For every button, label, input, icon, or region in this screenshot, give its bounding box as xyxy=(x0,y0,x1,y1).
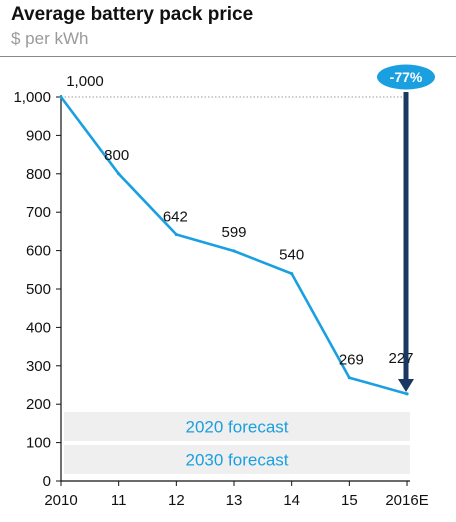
y-tick-label: 300 xyxy=(26,358,51,375)
data-point xyxy=(347,376,351,380)
y-tick-label: 900 xyxy=(26,127,51,144)
forecast-band xyxy=(64,445,410,474)
price-series xyxy=(59,95,409,396)
y-tick-label: 1,000 xyxy=(13,89,51,106)
y-tick-label: 700 xyxy=(26,204,51,221)
forecast-bands: 2020 forecast 2030 forecast xyxy=(64,412,410,474)
change-badge xyxy=(377,64,435,90)
title-divider xyxy=(0,56,456,57)
arrow-head xyxy=(398,379,414,392)
data-label: 540 xyxy=(279,247,304,264)
data-label: 227 xyxy=(389,350,414,367)
y-tick-label: 400 xyxy=(26,319,51,336)
forecast-band-label: 2020 forecast xyxy=(185,418,288,437)
x-tick-label: 12 xyxy=(168,492,185,509)
x-tick-label: 11 xyxy=(111,492,127,509)
x-tick-label: 15 xyxy=(341,492,358,509)
change-badge-label: -77% xyxy=(390,69,423,85)
data-point xyxy=(290,272,294,276)
y-tick-label: 500 xyxy=(26,281,51,298)
chart-axes: 0 100 200 300 400 500 600 700 800 900 1,000 2010 11 1… xyxy=(13,89,428,509)
data-point xyxy=(174,232,178,237)
data-labels: 1,000 800 642 599 540 269 227 xyxy=(66,73,413,369)
data-point xyxy=(59,95,63,99)
data-label: 1,000 xyxy=(66,73,104,90)
y-tick-label: 100 xyxy=(26,435,51,452)
y-tick-label: 600 xyxy=(26,243,51,260)
data-point xyxy=(232,249,236,253)
forecast-band-label: 2030 forecast xyxy=(185,451,288,470)
data-point xyxy=(117,172,121,176)
chart-subtitle: $ per kWh xyxy=(11,29,89,48)
x-tick-label: 13 xyxy=(226,492,243,509)
data-label: 269 xyxy=(339,352,364,369)
data-label: 642 xyxy=(163,208,188,225)
data-label: 800 xyxy=(104,147,129,164)
y-tick-label: 0 xyxy=(43,473,51,490)
chart-title: Average battery pack price xyxy=(11,4,254,25)
change-annotation: -77% xyxy=(377,64,435,392)
data-point xyxy=(405,392,409,396)
y-tick-label: 200 xyxy=(26,396,51,413)
y-tick-label: 800 xyxy=(26,166,51,183)
x-tick-label: 2010 xyxy=(44,492,77,509)
forecast-band xyxy=(64,412,410,441)
x-tick-label: 2016E xyxy=(385,492,428,509)
x-tick-label: 14 xyxy=(283,492,300,509)
data-label: 599 xyxy=(221,224,246,241)
price-line xyxy=(59,96,408,396)
